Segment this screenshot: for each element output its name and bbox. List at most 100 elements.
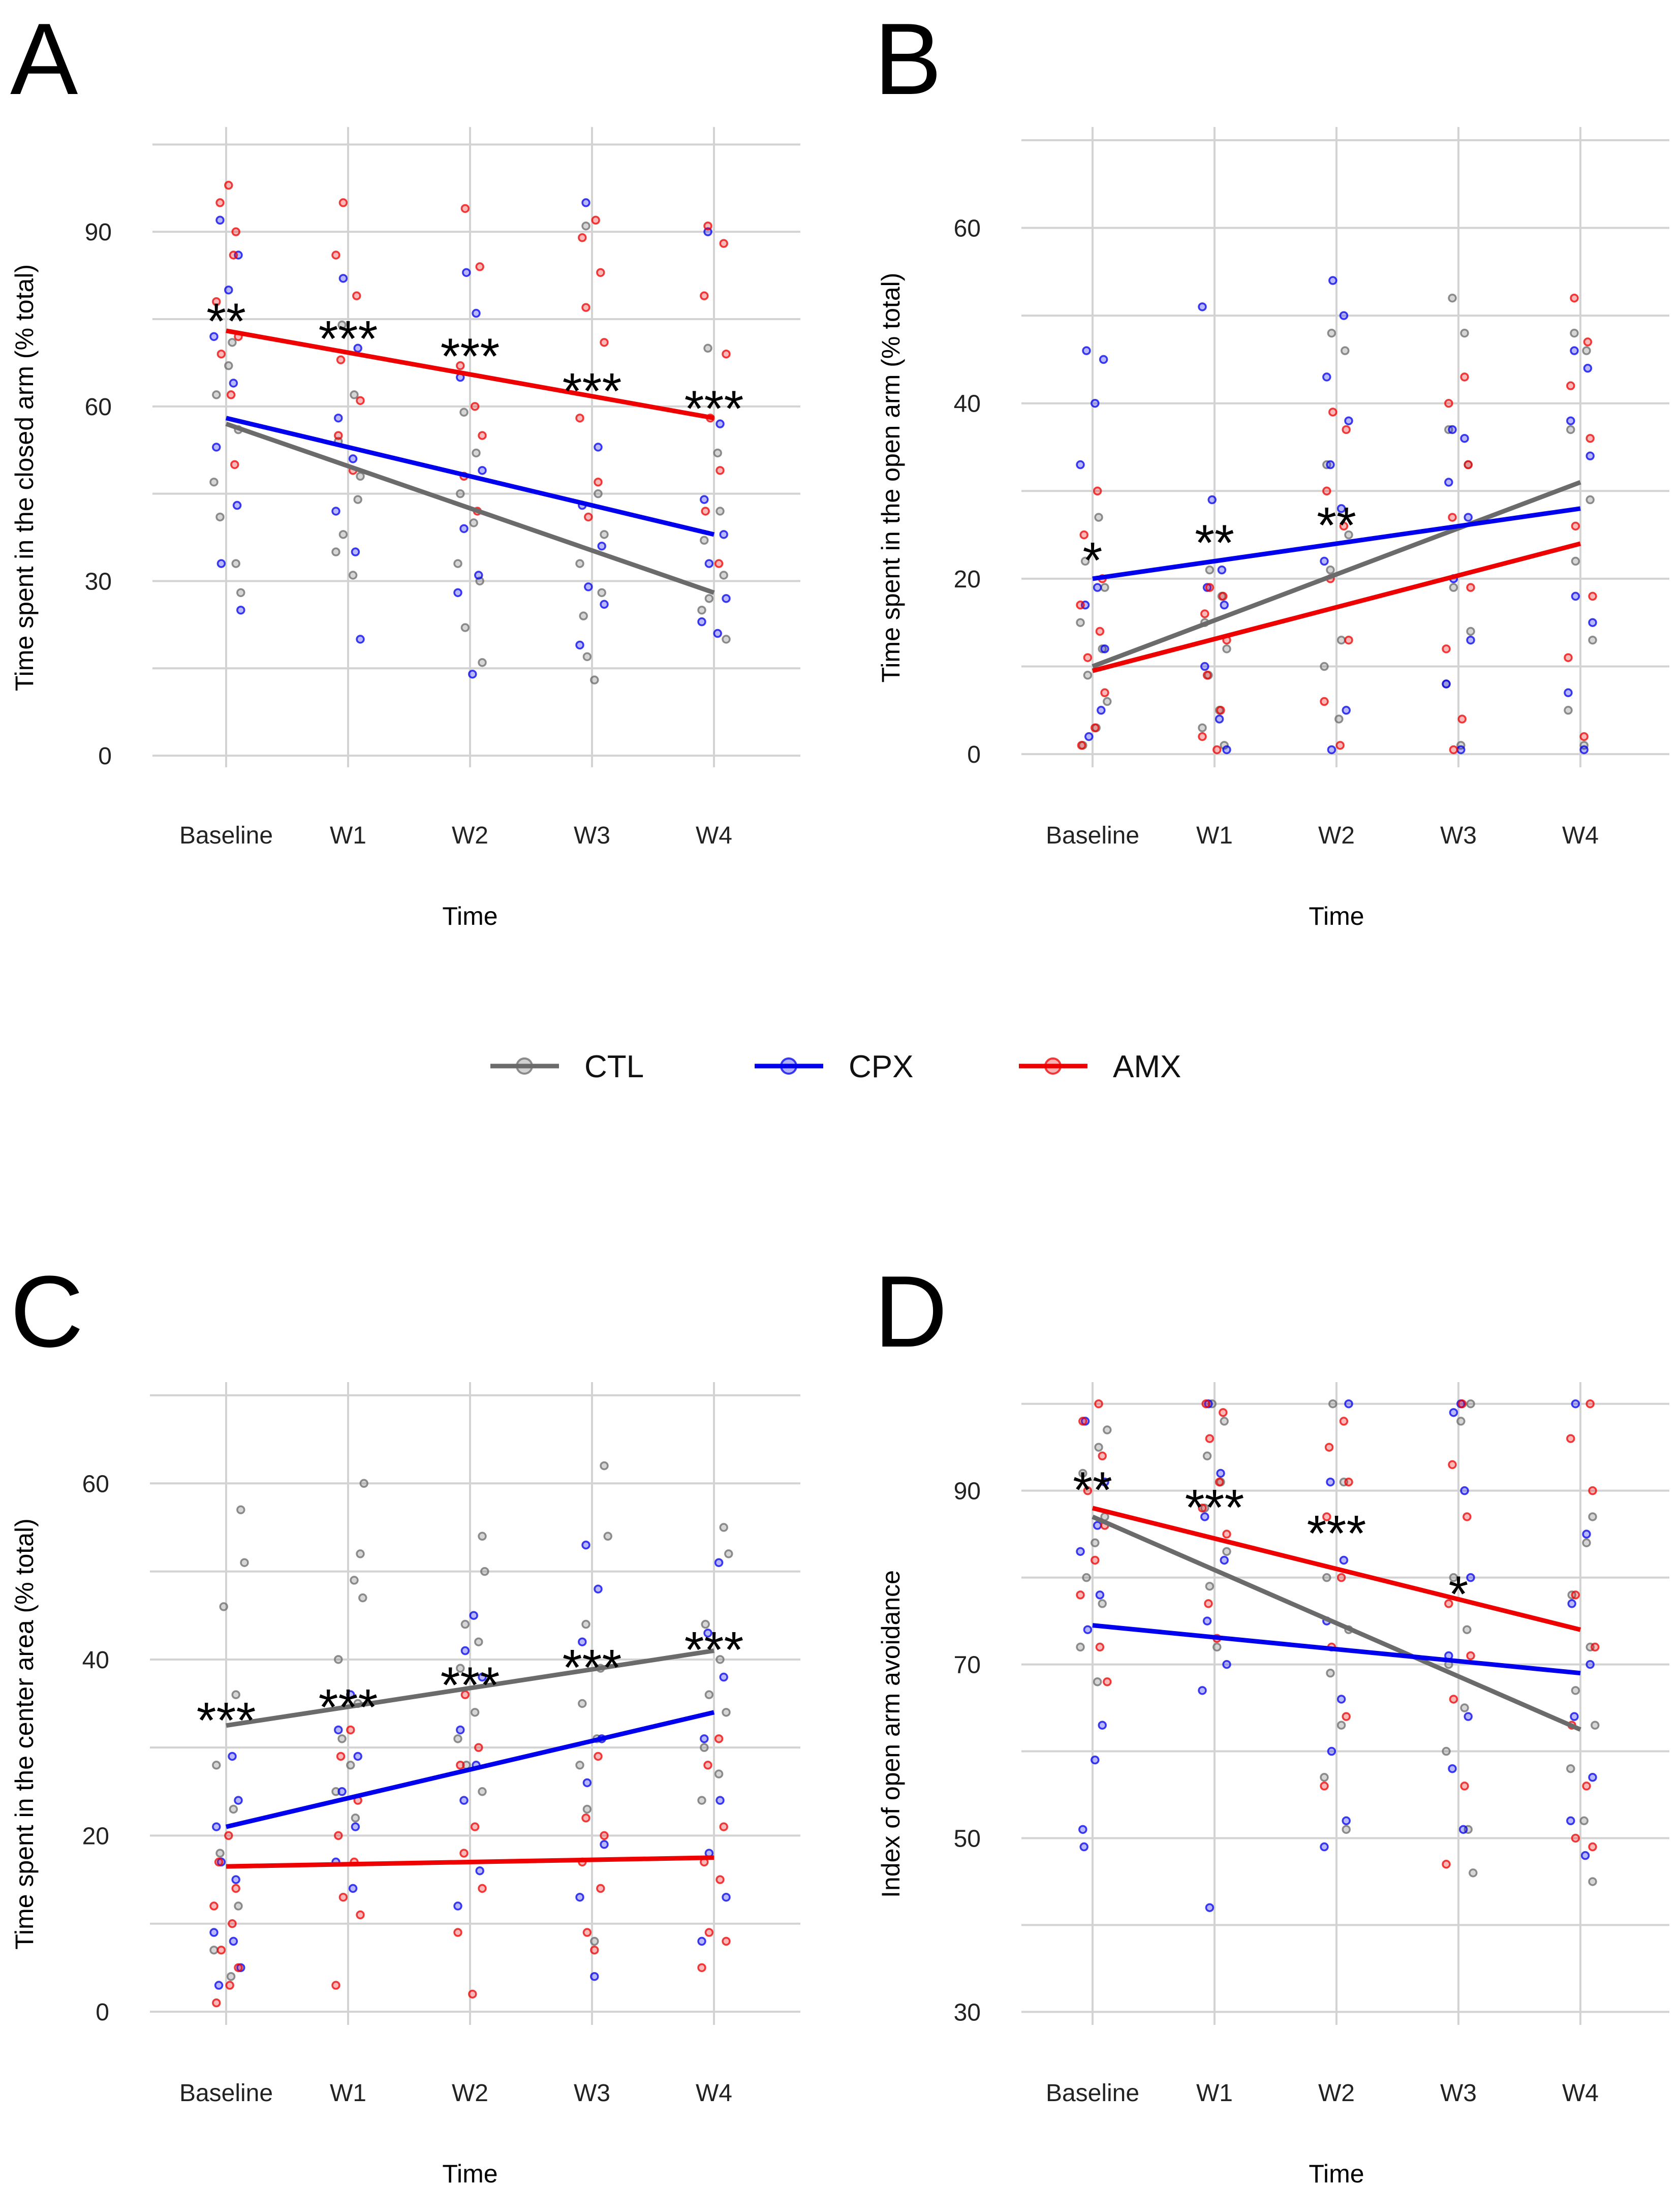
trend-line-ctl [225,421,715,595]
data-point-amx [1579,732,1589,741]
data-point-amx [336,1752,346,1761]
data-point-cpx [1198,302,1207,311]
data-point-ctl [1588,1877,1597,1886]
panel-letter-b: B [874,3,942,116]
data-point-ctl [215,512,225,522]
data-point-ctl [1591,1721,1600,1730]
data-point-cpx [1320,556,1329,566]
trend-line-cpx [1092,1623,1581,1676]
data-point-cpx [1220,1555,1229,1565]
data-point-cpx [1442,679,1451,689]
data-point-amx [234,1963,243,1973]
data-point-amx [1591,1642,1600,1652]
data-point-cpx [1456,745,1466,755]
data-point-cpx [331,507,340,516]
data-point-cpx [1093,583,1102,592]
data-point-cpx [697,1936,706,1946]
data-point-ctl [1083,671,1093,680]
data-point-ctl [236,588,245,598]
data-point-ctl [338,530,348,539]
x-tick-label: W4 [1562,822,1599,849]
data-point-amx [1204,1599,1213,1608]
data-point-ctl [351,1814,360,1823]
data-point-ctl [700,1743,709,1752]
data-point-ctl [1212,1642,1222,1652]
data-point-ctl [234,1901,243,1911]
data-point-amx [1328,408,1337,417]
data-point-ctl [1080,556,1090,566]
data-point-ctl [228,338,237,347]
data-point-cpx [356,635,365,644]
data-point-cpx [1079,1842,1088,1852]
data-point-cpx [472,308,481,318]
data-point-ctl [697,605,706,615]
data-point-ctl [212,1761,221,1770]
data-point-ctl [478,1532,487,1541]
data-point-amx [1198,732,1207,741]
data-point-amx [231,1884,240,1893]
data-point-cpx [1326,1477,1335,1487]
data-point-cpx [1570,346,1579,355]
x-tick-label: Baseline [179,822,273,849]
data-point-amx [703,221,712,231]
data-point-cpx [581,1540,590,1550]
panel-letter-a: A [10,3,78,116]
data-point-cpx [1449,1408,1458,1417]
data-point-ctl [1320,662,1329,671]
data-point-amx [1201,1399,1210,1409]
data-point-ctl [480,1567,489,1576]
data-point-amx [1566,1434,1575,1443]
data-point-cpx [1571,1399,1580,1409]
x-tick-label: W2 [1318,2080,1355,2107]
data-point-amx [1344,635,1353,645]
data-point-ctl [1220,1417,1229,1426]
data-point-cpx [600,600,609,609]
data-point-cpx [229,379,238,388]
data-point-amx [581,303,590,312]
data-point-amx [1091,1555,1100,1565]
data-point-amx [1442,644,1451,653]
data-point-ctl [1326,565,1335,575]
data-point-amx [1457,714,1467,724]
data-point-amx [228,1919,237,1928]
data-point-amx [715,466,725,475]
significance-marker: *** [685,1621,744,1678]
significance-marker: *** [563,1639,622,1696]
data-point-cpx [478,1672,487,1682]
data-point-cpx [703,1629,712,1638]
data-point-cpx [212,1822,221,1831]
data-point-amx [1460,372,1469,382]
data-point-amx [594,477,603,487]
y-axis-title: Time spent in the closed arm (% total) [10,264,39,691]
data-point-cpx [1460,1486,1469,1495]
y-tick-label: 0 [967,741,981,768]
data-point-cpx [584,582,593,591]
data-point-amx [1198,1504,1207,1513]
data-point-ctl [1460,328,1469,338]
data-point-cpx [337,1787,347,1796]
data-point-amx [1582,1782,1591,1791]
data-point-cpx [348,1884,358,1893]
data-point-amx [703,1761,712,1770]
data-point-amx [1215,1477,1224,1487]
y-tick-label: 30 [85,568,112,595]
data-point-amx [352,291,361,300]
data-point-ctl [456,1664,465,1673]
trend-line-cpx [225,1710,715,1829]
data-point-cpx [1097,706,1106,715]
data-point-amx [1322,1512,1331,1521]
legend-label-ctl: CTL [584,1049,644,1084]
data-point-ctl [1582,346,1591,355]
data-point-cpx [1564,688,1573,698]
data-point-amx [334,1831,343,1840]
data-point-ctl [1322,1573,1331,1582]
data-point-cpx [460,1646,470,1655]
legend-marker-amx [1044,1057,1062,1075]
data-point-cpx [1583,363,1593,373]
data-point-cpx [228,1752,237,1761]
data-point-cpx [1198,1686,1207,1695]
data-point-ctl [1082,1573,1091,1582]
data-point-ctl [1222,1547,1231,1556]
data-point-ctl [1466,627,1475,636]
data-point-ctl [600,1461,609,1471]
